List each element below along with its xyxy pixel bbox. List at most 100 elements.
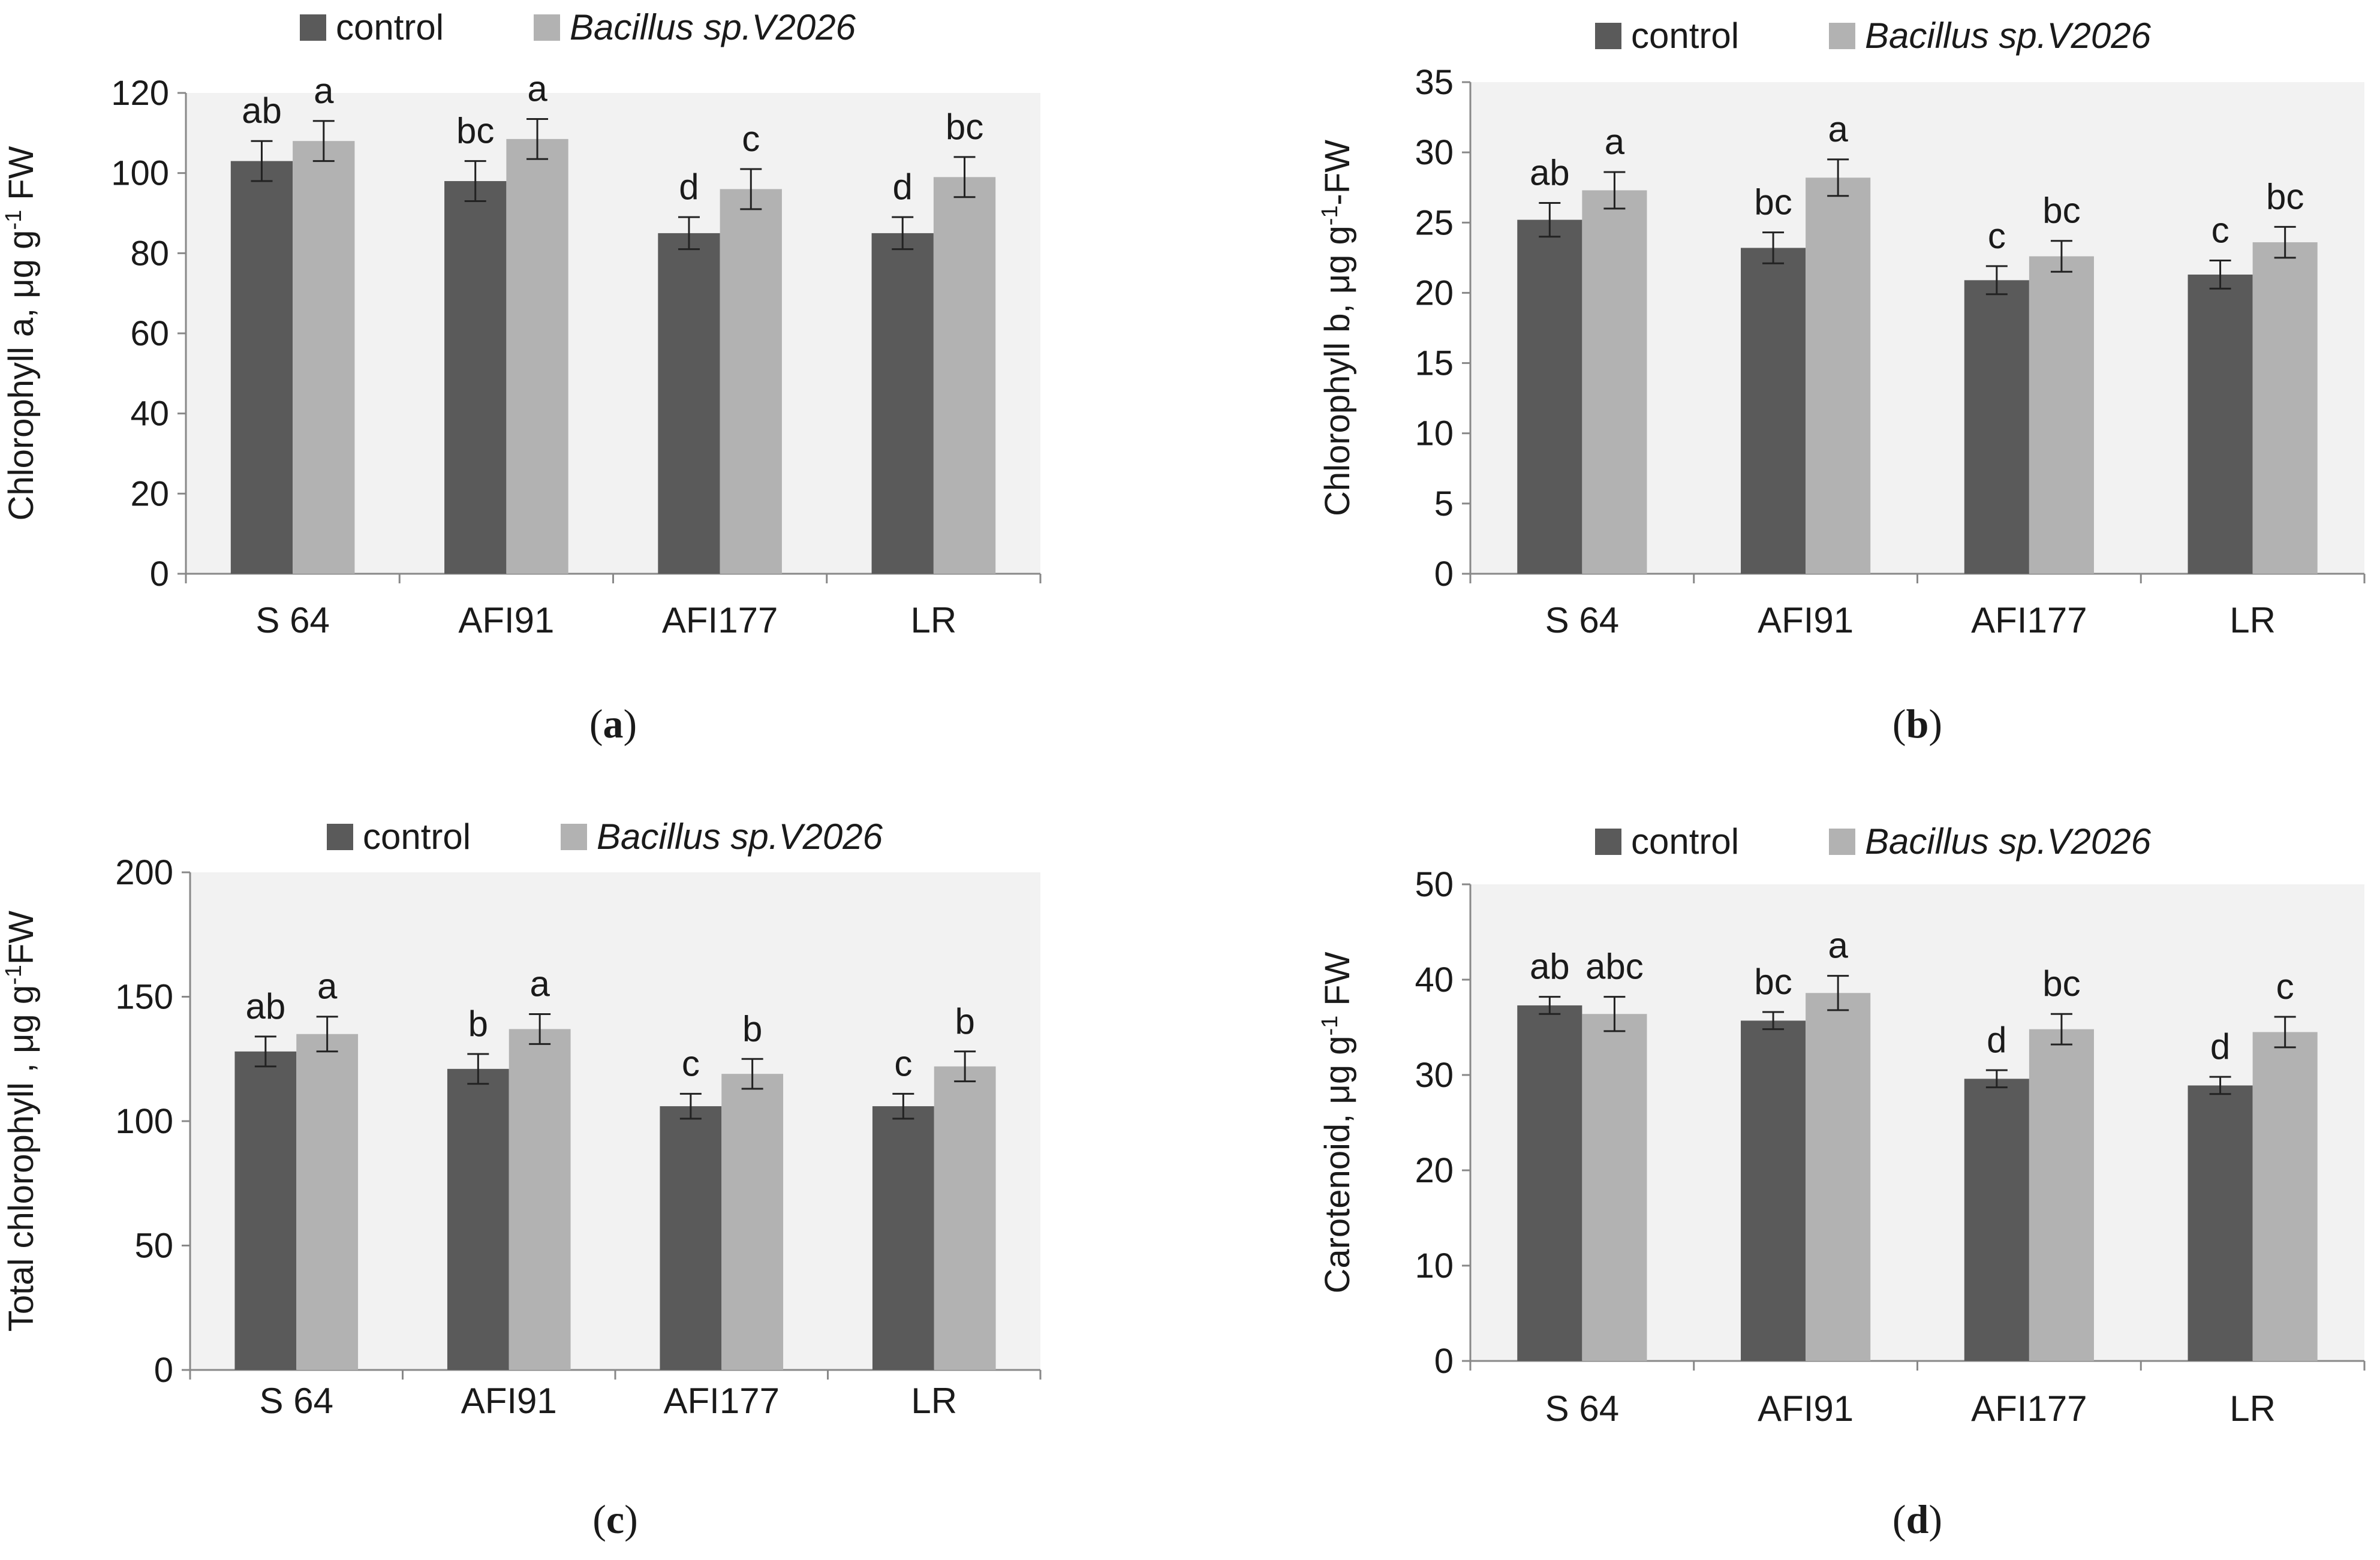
bar xyxy=(447,1068,509,1370)
y-tick-label: 200 xyxy=(115,853,173,892)
error-bar xyxy=(316,1016,338,1053)
bar xyxy=(444,181,507,574)
error-bar xyxy=(1985,265,2008,296)
x-tick-label: LR xyxy=(911,1381,957,1421)
legend-swatch xyxy=(1829,23,1855,49)
y-tick-label: 10 xyxy=(1415,1246,1454,1285)
y-tick-label: 35 xyxy=(1415,63,1454,102)
y-tick-label: 30 xyxy=(1415,1056,1454,1095)
significance-letter: bc xyxy=(2042,963,2080,1004)
error-bar xyxy=(2274,225,2296,259)
panel-caption: (c) xyxy=(592,1496,638,1542)
error-bar xyxy=(678,216,700,251)
bar xyxy=(660,1106,722,1370)
significance-letter: d xyxy=(1987,1020,2006,1060)
significance-letter: b xyxy=(468,1004,488,1044)
error-bar xyxy=(526,118,549,160)
error-bar xyxy=(1985,1069,2008,1089)
legend-swatch xyxy=(327,824,353,850)
error-bar xyxy=(467,1053,489,1085)
x-tick-label: AFI91 xyxy=(1758,1389,1854,1429)
x-tick-label: S 64 xyxy=(260,1381,333,1421)
error-bar xyxy=(2209,1076,2231,1095)
significance-letter: c xyxy=(2276,966,2294,1007)
error-bar xyxy=(892,216,914,251)
x-tick-label: AFI177 xyxy=(664,1381,780,1421)
y-tick-label: 0 xyxy=(1434,555,1454,594)
significance-letter: ab xyxy=(242,91,282,131)
y-tick-label: 0 xyxy=(1434,1342,1454,1381)
error-bar xyxy=(679,1092,702,1120)
significance-letter: bc xyxy=(2266,176,2304,216)
y-axis-label: Total chlorophyll , μg g-1FW xyxy=(1,911,41,1332)
bar xyxy=(2252,242,2318,574)
y-axis-label: Chlorophyll a, μg g-1 FW xyxy=(1,146,41,520)
bar xyxy=(1741,1020,1806,1361)
legend-swatch xyxy=(561,824,587,850)
y-tick-label: 50 xyxy=(1415,865,1454,904)
bar xyxy=(1964,1079,2029,1361)
error-bar xyxy=(954,1050,976,1083)
significance-letter: a xyxy=(529,964,550,1004)
bar xyxy=(506,138,568,574)
legend-label: Bacillus sp.V2026 xyxy=(1865,821,2152,862)
y-tick-label: 5 xyxy=(1434,484,1454,523)
significance-letter: ab xyxy=(1530,152,1570,192)
legend: control Bacillus sp.V2026 xyxy=(1595,16,2152,56)
bar xyxy=(721,1074,784,1370)
bar xyxy=(1582,190,1647,574)
y-tick-label: 30 xyxy=(1415,133,1454,172)
error-bar xyxy=(1539,996,1561,1015)
error-bar xyxy=(1762,1011,1785,1031)
error-bar xyxy=(1762,231,1785,264)
x-tick-label: LR xyxy=(911,600,957,640)
legend: control Bacillus sp.V2026 xyxy=(300,7,856,47)
x-tick-label: LR xyxy=(2229,600,2276,640)
y-tick-label: 0 xyxy=(150,555,169,594)
bar xyxy=(2188,274,2253,574)
y-tick-label: 25 xyxy=(1415,203,1454,242)
bar xyxy=(234,1051,297,1370)
bar xyxy=(1517,1005,1582,1361)
bar xyxy=(1741,248,1806,574)
y-tick-label: 120 xyxy=(111,74,169,113)
y-tick-label: 20 xyxy=(1415,1151,1454,1190)
x-tick-label: AFI91 xyxy=(458,600,554,640)
legend-swatch xyxy=(1829,829,1855,855)
error-bar xyxy=(741,1058,763,1090)
legend-swatch xyxy=(534,14,560,41)
significance-letter: bc xyxy=(1754,962,1792,1002)
legend-label: Bacillus sp.V2026 xyxy=(597,817,883,857)
error-bar xyxy=(1827,975,1849,1011)
panel-caption: (b) xyxy=(1892,701,1942,746)
bar xyxy=(2029,1029,2094,1361)
legend: control Bacillus sp.V2026 xyxy=(1595,821,2152,862)
x-tick-label: AFI177 xyxy=(1971,600,2087,640)
y-tick-label: 20 xyxy=(1415,273,1454,312)
significance-letter: a xyxy=(1828,926,1848,966)
bar xyxy=(2188,1085,2253,1361)
significance-letter: ab xyxy=(1530,947,1570,987)
y-tick-label: 50 xyxy=(134,1227,173,1266)
y-tick-label: 100 xyxy=(115,1102,173,1141)
bar xyxy=(1806,993,1871,1361)
bar xyxy=(1806,177,1871,574)
legend-label: Bacillus sp.V2026 xyxy=(1865,16,2152,56)
x-tick-label: LR xyxy=(2229,1389,2276,1429)
bar xyxy=(293,141,355,574)
significance-letter: c xyxy=(742,119,760,159)
significance-letter: b xyxy=(955,1001,974,1041)
error-bar xyxy=(1603,171,1626,210)
legend-swatch xyxy=(1595,829,1621,855)
significance-letter: c xyxy=(2211,210,2229,251)
bar xyxy=(720,189,782,574)
x-tick-label: S 64 xyxy=(1545,600,1619,640)
legend-label: control xyxy=(363,817,471,857)
legend-label: control xyxy=(1631,16,1739,56)
significance-letter: b xyxy=(742,1008,762,1049)
error-bar xyxy=(464,160,486,202)
error-bar xyxy=(892,1092,914,1120)
significance-letter: d xyxy=(893,167,913,207)
bar xyxy=(934,1066,996,1370)
